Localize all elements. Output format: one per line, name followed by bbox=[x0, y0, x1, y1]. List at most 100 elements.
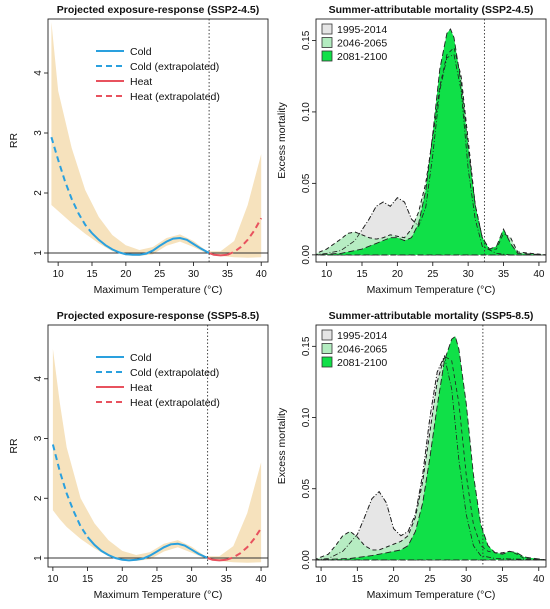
y-tick-label: 3 bbox=[33, 435, 44, 441]
legend-label-2046-2065: 2046-2065 bbox=[337, 344, 387, 356]
series-line-heat-extrapolated bbox=[226, 217, 263, 256]
legend: Cold Cold (extrapolated) Heat Heat (extrapo… bbox=[96, 46, 220, 103]
x-axis-label: Maximum Temperature (°C) bbox=[367, 589, 496, 601]
x-tick-label: 20 bbox=[120, 269, 132, 280]
series-line-cold bbox=[91, 232, 210, 256]
y-tick-label: 0.05 bbox=[301, 173, 312, 193]
x-tick-label: 20 bbox=[388, 574, 400, 585]
x-tick-label: 15 bbox=[82, 574, 94, 585]
legend-label-cold: Cold bbox=[130, 46, 152, 58]
chart-panel-bottom-right: 10 15 20 25 30 35 40 0.00 0.05 0.10 0.15 Summer-att… bbox=[276, 310, 547, 601]
legend-swatch-2046-2065 bbox=[321, 37, 333, 48]
legend-label-2081-2100: 2081-2100 bbox=[337, 51, 387, 63]
y-tick-label: 0.15 bbox=[301, 30, 312, 50]
x-tick-label: 30 bbox=[188, 269, 200, 280]
density-outline-1995-2014 bbox=[316, 355, 546, 561]
chart-panel-bottom-left: 10 15 20 25 30 35 40 1 2 3 4 Projected exposure-res… bbox=[8, 310, 269, 601]
chart-panel-top-left: 10 15 20 25 30 35 40 1 2 3 4 Projected exposure-res… bbox=[8, 4, 269, 296]
x-tick-label: 25 bbox=[151, 574, 163, 585]
plot-frame bbox=[47, 324, 269, 568]
y-tick-label: 4 bbox=[33, 376, 44, 382]
x-axis-label: Maximum Temperature (°C) bbox=[367, 284, 496, 296]
confidence-band bbox=[52, 348, 262, 563]
x-tick-label: 20 bbox=[392, 269, 404, 280]
plot-area bbox=[48, 348, 268, 563]
legend-label-cold: Cold bbox=[130, 352, 152, 364]
x-tick-label: 35 bbox=[221, 574, 233, 585]
legend-label-1995-2014: 1995-2014 bbox=[337, 330, 387, 342]
y-tick-label: 0.10 bbox=[301, 407, 312, 427]
legend-swatch-2081-2100 bbox=[321, 356, 333, 368]
legend-label-2081-2100: 2081-2100 bbox=[337, 357, 387, 369]
plot-area bbox=[316, 335, 546, 561]
y-tick-label: 1 bbox=[33, 250, 44, 256]
plot-frame bbox=[315, 18, 547, 263]
x-tick-label: 40 bbox=[255, 574, 267, 585]
series-line-cold bbox=[86, 536, 209, 562]
series-line-cold-extrapolated bbox=[50, 136, 93, 234]
x-axis-label: Maximum Temperature (°C) bbox=[94, 589, 223, 601]
y-axis-label: RR bbox=[8, 133, 20, 149]
x-tick-label: 10 bbox=[53, 269, 65, 280]
x-tick-label: 35 bbox=[497, 574, 509, 585]
x-tick-label: 15 bbox=[352, 574, 364, 585]
legend-label-cold-extrapolated: Cold (extrapolated) bbox=[130, 367, 219, 379]
y-axis-label: RR bbox=[8, 438, 20, 454]
x-tick-label: 40 bbox=[533, 574, 545, 585]
density-area-2081-2100 bbox=[316, 28, 546, 256]
x-tick-label: 15 bbox=[86, 269, 98, 280]
y-axis-label: Excess mortality bbox=[276, 102, 288, 179]
x-tick-label: 25 bbox=[427, 269, 439, 280]
x-tick-label: 40 bbox=[533, 269, 545, 280]
chart-title: Projected exposure-response (SSP2-4.5) bbox=[57, 4, 260, 16]
plot-area bbox=[316, 28, 546, 256]
confidence-band bbox=[51, 22, 262, 258]
x-tick-label: 10 bbox=[316, 574, 328, 585]
x-tick-label: 30 bbox=[461, 574, 473, 585]
y-tick-label: 2 bbox=[33, 190, 44, 196]
legend: Cold Cold (extrapolated) Heat Heat (extrapo… bbox=[96, 352, 220, 409]
legend-label-heat-extrapolated: Heat (extrapolated) bbox=[130, 91, 220, 103]
x-tick-label: 25 bbox=[424, 574, 436, 585]
y-tick-label: 3 bbox=[33, 130, 44, 136]
plot-area bbox=[48, 22, 268, 258]
legend-swatch-1995-2014 bbox=[321, 23, 333, 35]
legend-label-heat: Heat bbox=[130, 382, 152, 394]
density-outline-1995-2014 bbox=[316, 54, 546, 256]
x-tick-label: 20 bbox=[117, 574, 129, 585]
series-line-heat bbox=[207, 557, 227, 562]
chart-title: Summer-attributable mortality (SSP2-4.5) bbox=[329, 4, 534, 16]
y-tick-label: 0.00 bbox=[301, 245, 312, 265]
chart-title: Summer-attributable mortality (SSP5-8.5) bbox=[329, 310, 534, 322]
x-tick-label: 15 bbox=[356, 269, 368, 280]
series-line-cold-extrapolated bbox=[51, 444, 89, 538]
legend-label-1995-2014: 1995-2014 bbox=[337, 24, 387, 36]
series-line-heat bbox=[208, 252, 228, 257]
x-tick-label: 40 bbox=[256, 269, 268, 280]
chart-panel-top-right: 10 15 20 25 30 35 40 0.00 0.05 0.10 0.15 Summer-att… bbox=[276, 4, 547, 296]
y-axis-label: Excess mortality bbox=[276, 407, 288, 484]
x-tick-label: 35 bbox=[222, 269, 234, 280]
y-tick-label: 0.15 bbox=[301, 336, 312, 356]
plot-frame bbox=[47, 18, 269, 263]
y-tick-label: 0.00 bbox=[301, 550, 312, 570]
y-tick-label: 0.10 bbox=[301, 102, 312, 122]
density-outline-2046-2065 bbox=[316, 355, 546, 561]
y-tick-label: 4 bbox=[33, 70, 44, 76]
legend-label-heat-extrapolated: Heat (extrapolated) bbox=[130, 397, 220, 409]
y-tick-label: 2 bbox=[33, 495, 44, 501]
y-tick-label: 1 bbox=[33, 555, 44, 561]
legend-swatch-1995-2014 bbox=[321, 329, 333, 341]
legend-label-heat: Heat bbox=[130, 76, 152, 88]
y-tick-label: 0.05 bbox=[301, 479, 312, 499]
x-tick-label: 25 bbox=[154, 269, 166, 280]
legend-swatch-2046-2065 bbox=[321, 343, 333, 354]
legend-label-cold-extrapolated: Cold (extrapolated) bbox=[130, 61, 219, 73]
chart-title: Projected exposure-response (SSP5-8.5) bbox=[57, 310, 260, 322]
legend-label-2046-2065: 2046-2065 bbox=[337, 38, 387, 50]
x-tick-label: 30 bbox=[186, 574, 198, 585]
x-tick-label: 30 bbox=[463, 269, 475, 280]
